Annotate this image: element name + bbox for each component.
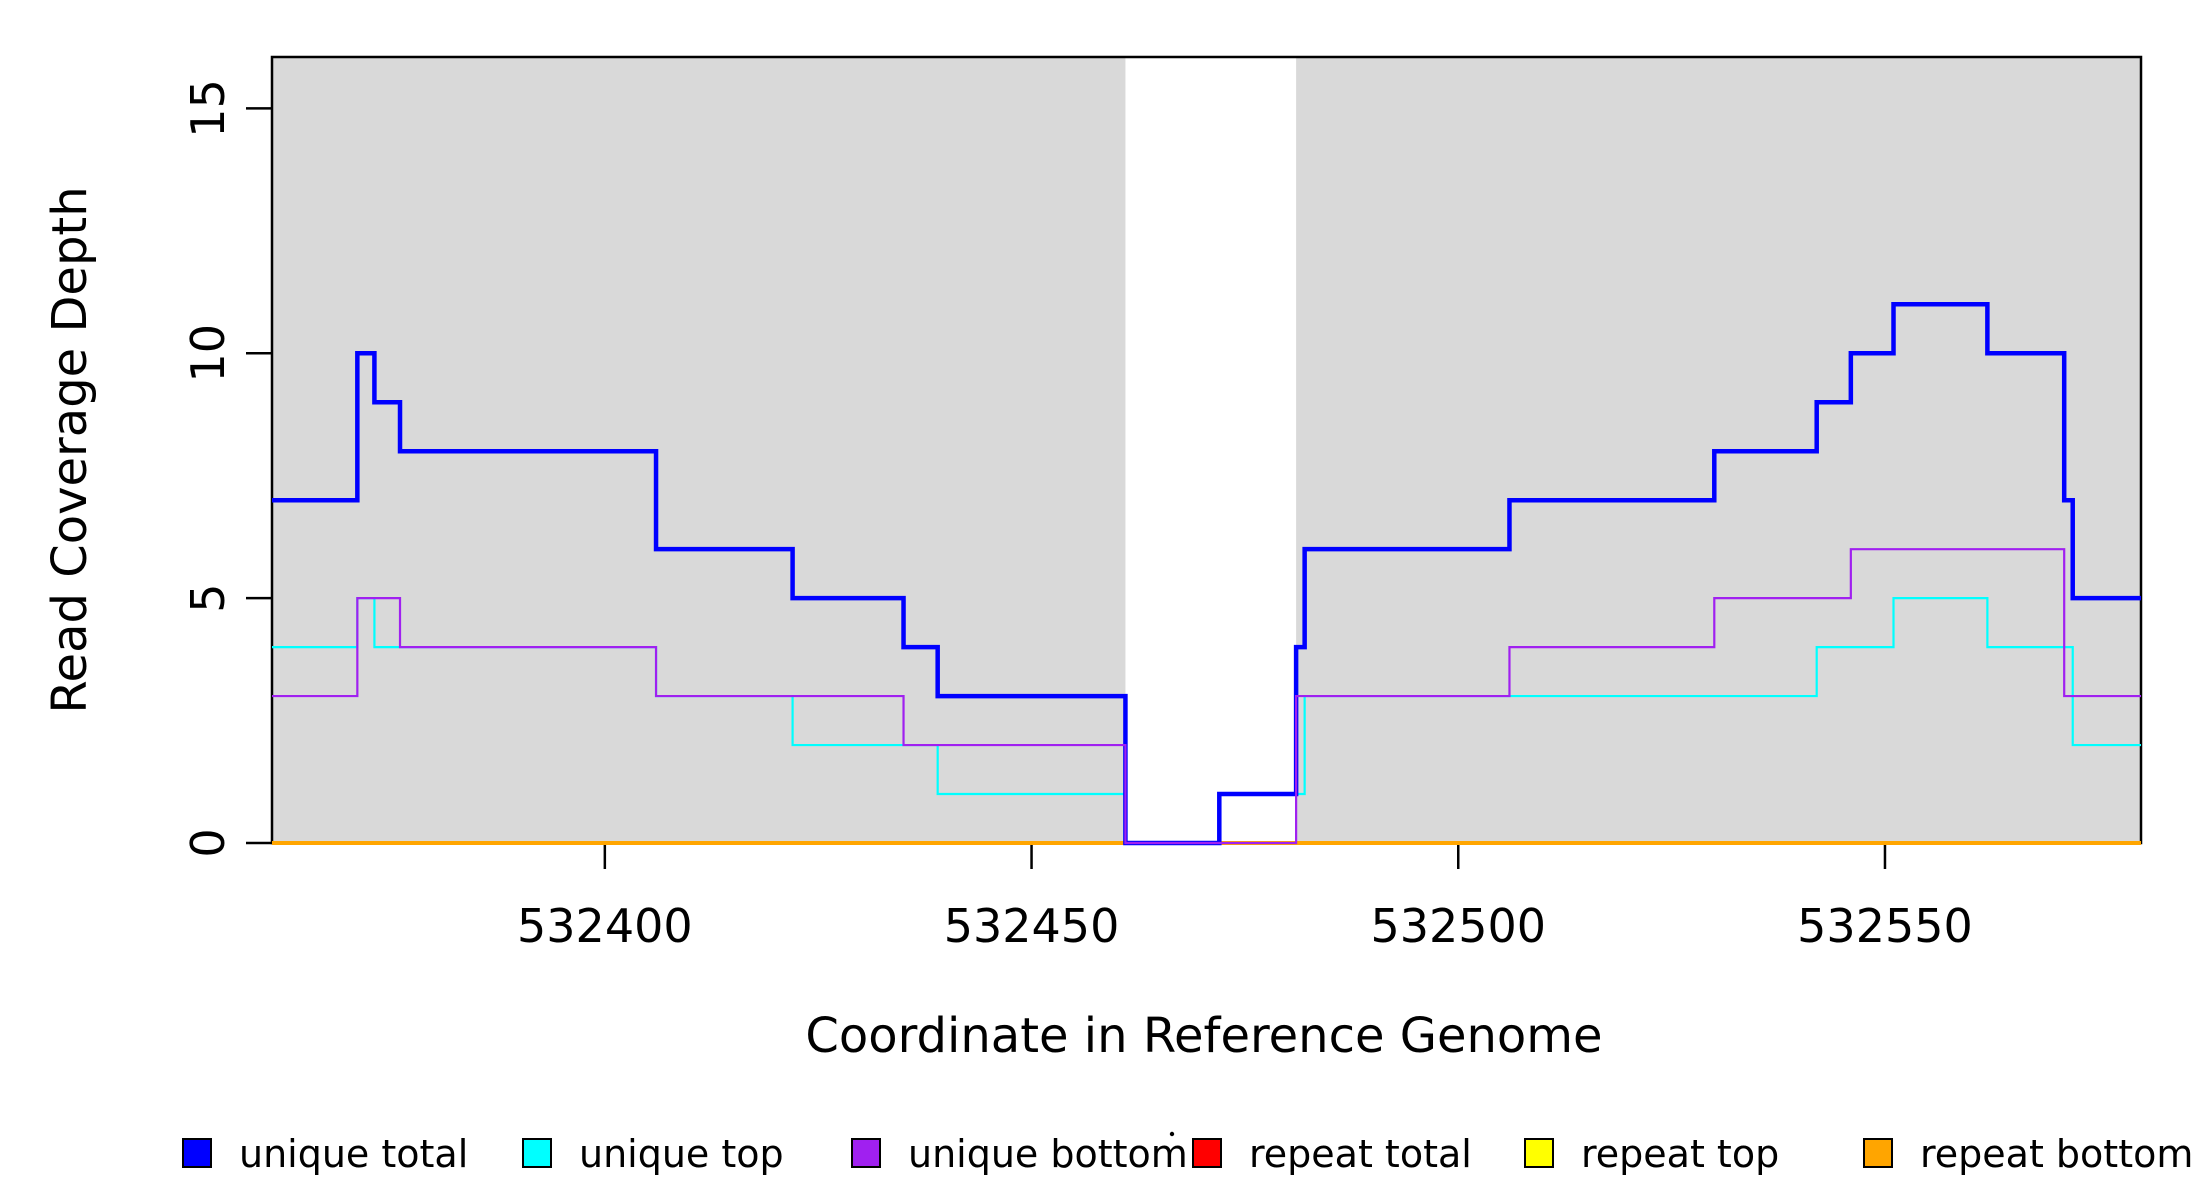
y-axis-ticks: 0 5 10 15 xyxy=(181,79,272,858)
series-unique-bottom xyxy=(272,548,2141,845)
x-tick-label: 532400 xyxy=(517,899,693,953)
legend-label-unique-top: unique top xyxy=(579,1132,784,1176)
y-tick-label: 0 xyxy=(181,828,235,857)
x-tick-label: 532500 xyxy=(1370,899,1546,953)
y-tick-label: 10 xyxy=(181,324,235,383)
legend: unique total unique top unique bottom repea… xyxy=(182,1131,2193,1176)
legend-swatch-repeat-top xyxy=(1524,1138,1554,1168)
stray-dot xyxy=(1169,1131,1175,1137)
legend-label-repeat-bottom: repeat bottom xyxy=(1920,1132,2193,1176)
legend-swatch-unique-top xyxy=(522,1138,552,1168)
legend-label-unique-total: unique total xyxy=(239,1132,468,1176)
legend-label-unique-bottom: unique bottom xyxy=(908,1132,1188,1176)
series-lines xyxy=(272,302,2141,846)
x-tick-label: 532550 xyxy=(1797,899,1973,953)
legend-swatch-unique-bottom xyxy=(851,1138,881,1168)
legend-swatch-repeat-total xyxy=(1192,1138,1222,1168)
y-tick-label: 15 xyxy=(181,79,235,138)
y-axis-title: Read Coverage Depth xyxy=(42,186,98,713)
x-axis-ticks: 532400 532450 532500 532550 xyxy=(517,843,1973,953)
x-axis-title: Coordinate in Reference Genome xyxy=(805,1008,1602,1064)
legend-label-repeat-top: repeat top xyxy=(1581,1132,1779,1176)
legend-swatch-unique-total xyxy=(182,1138,212,1168)
x-tick-label: 532450 xyxy=(944,899,1120,953)
legend-label-repeat-total: repeat total xyxy=(1249,1132,1472,1176)
legend-swatch-repeat-bottom xyxy=(1863,1138,1893,1168)
y-tick-label: 5 xyxy=(181,583,235,612)
